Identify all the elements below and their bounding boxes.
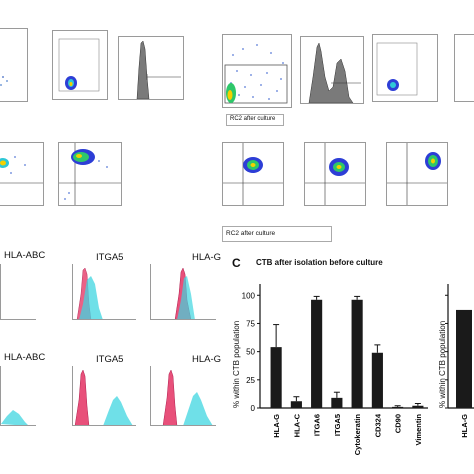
gating-plot-6	[372, 34, 438, 102]
quadrant-plot-3	[222, 142, 284, 206]
gating-plot-4-dots	[224, 44, 288, 104]
gating-histogram-5	[300, 36, 364, 104]
y-tick-label: 0	[251, 404, 256, 413]
gating-plot-6-dots	[376, 42, 418, 96]
hist-panel-2	[72, 264, 136, 320]
hist-panel-2-curves	[76, 267, 103, 319]
x-tick-label: Vimentin	[414, 414, 423, 446]
partial-bar-chart: HLA-G	[445, 284, 474, 438]
gating-plot-4	[222, 34, 292, 108]
bar-itga6	[311, 299, 323, 408]
hist-panel-6-curves	[162, 369, 213, 425]
bar-itga5	[331, 397, 343, 408]
x-tick-label: HLA-G	[272, 414, 281, 438]
hist-panel-3	[150, 264, 216, 320]
hist-label-6: HLA-G	[192, 354, 222, 365]
panel-letter-c: C	[232, 256, 241, 270]
row-2-caption: RC2 after culture	[222, 226, 332, 242]
hist-label-5: ITGA5	[96, 354, 124, 365]
hist-panel-6	[150, 366, 216, 426]
bar-cd90	[392, 406, 404, 408]
bar-vimentin	[412, 405, 424, 408]
quadrant-plot-4-dots	[305, 143, 365, 205]
bar-hla-g	[270, 347, 282, 408]
quadrant-plot-1	[0, 142, 44, 206]
hist-panel-3-curves	[174, 267, 195, 319]
y-tick-label: 25	[246, 376, 255, 385]
x-tick-label: ITGA5	[333, 414, 342, 436]
gating-histogram-3-curve	[136, 40, 181, 99]
hist-panel-1	[0, 264, 36, 320]
hist-panel-4-curves	[1, 410, 28, 425]
gating-histogram-5-curve	[308, 42, 361, 103]
quadrant-plot-3-dots	[223, 143, 283, 205]
gating-plot-2-dots	[58, 38, 100, 92]
y-tick-label: 100	[242, 291, 256, 300]
bar-cytokeratin	[351, 299, 363, 408]
x-tick-label: HLA-C	[292, 413, 301, 437]
gating-plot-1-dots	[0, 76, 8, 86]
chart-title: CTB after isolation before culture	[256, 258, 383, 267]
quadrant-plot-5-dots	[387, 143, 447, 205]
quadrant-plot-4	[304, 142, 366, 206]
hist-label-4: HLA-ABC	[4, 352, 46, 363]
y-tick-label: 50	[246, 348, 255, 357]
quadrant-plot-5	[386, 142, 448, 206]
x-tick-label: Cytokeratin	[353, 414, 362, 456]
bar-hla-c	[290, 401, 302, 408]
quadrant-plot-1-dots	[0, 156, 43, 184]
x-tick-label: CD90	[394, 414, 403, 433]
quadrant-plot-2-dots	[59, 143, 121, 205]
gating-plot-1	[0, 28, 28, 102]
partial-x-tick-label: HLA-G	[460, 414, 469, 438]
x-tick-label: ITGA6	[313, 414, 322, 436]
gating-plot-2	[52, 30, 108, 100]
partial-bar-hla-g	[456, 309, 472, 408]
bar-cd324	[371, 352, 383, 408]
hist-panel-5	[72, 366, 136, 426]
hist-label-1: HLA-ABC	[4, 250, 46, 261]
row-1-caption: RC2 after culture	[226, 114, 284, 126]
hist-panel-4	[0, 366, 36, 426]
gating-plot-7	[454, 34, 474, 102]
hist-panel-5-curves	[74, 369, 133, 425]
hist-label-3: HLA-G	[192, 252, 222, 263]
bar-chart: 0 25 50 75 100 HLA-G HLA-C ITGA6 ITGA5 Cytokerati…	[242, 284, 428, 456]
gating-histogram-3	[118, 36, 184, 100]
y-tick-label: 75	[246, 319, 255, 328]
x-tick-label: CD324	[373, 413, 382, 437]
quadrant-plot-2	[58, 142, 122, 206]
hist-label-2: ITGA5	[96, 252, 124, 263]
